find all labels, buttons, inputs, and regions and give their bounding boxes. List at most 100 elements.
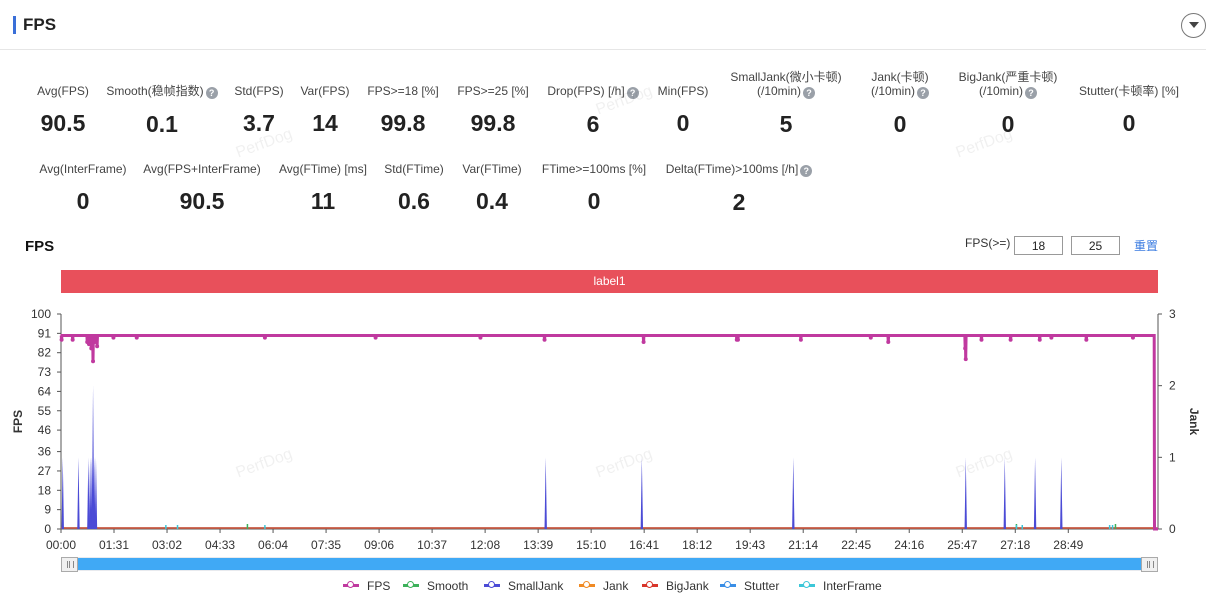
stat-stats_row1-2: Std(FPS) 3.7 [169,84,349,137]
y-tick-label: 46 [38,423,52,437]
x-tick-label: 28:49 [1053,538,1083,552]
stat-label: Stutter(卡顿率) [%] [1078,84,1179,98]
stat-stats_row2-6: Delta(FTime)>100ms [/h]? 2 [649,162,829,216]
fps-series-line [59,334,1158,531]
stat-stats_row1-1: Smooth(稳帧指数)? 0.1 [72,84,252,138]
chart-title: FPS [25,238,55,255]
slider-left-handle[interactable] [61,557,78,572]
chart-legend: FPS Smooth SmallJank Jank BigJank Stutter Inte… [0,579,1218,595]
help-icon[interactable]: ? [803,87,815,99]
fps-threshold-1-input[interactable] [1014,236,1063,255]
fps-dip-point [963,357,968,362]
fps-dip-point [95,344,100,349]
legend-label: SmallJank [508,579,564,593]
slider-right-handle[interactable] [1141,557,1158,572]
stat-stats_row2-3: Std(FTime) 0.6 [324,162,504,215]
time-range-slider[interactable] [61,557,1158,572]
fps-chart[interactable]: 0 9 18 27 36 46 55 64 73 82 91 100 0 1 2 3 00:00 01:31 03:… [0,300,1218,555]
reset-link[interactable]: 重置 [1134,239,1159,253]
y-tick-label: 64 [38,384,52,398]
y2-tick-label: 0 [1169,522,1176,536]
stat-stats_row2-5: FTime>=100ms [%] 0 [504,162,684,215]
x-tick-label: 09:06 [364,538,394,552]
smalljank-spike [77,457,80,529]
fps-dip-point [1008,337,1013,342]
smalljank-spike [640,457,644,529]
stat-value: 11 [310,188,336,214]
legend-item-jank[interactable]: Jank [579,579,628,593]
legend-marker-icon [484,581,500,589]
header-accent-bar [13,16,16,34]
stat-value: 0 [587,188,601,214]
help-icon[interactable]: ? [917,87,929,99]
x-tick-label: 21:14 [788,538,818,552]
x-tick-label: 27:18 [1000,538,1030,552]
legend-item-interframe[interactable]: InterFrame [799,579,882,593]
smalljank-spike [94,457,98,529]
y-tick-label: 100 [31,307,51,321]
help-icon[interactable]: ? [626,87,639,99]
y-tick-label: 36 [38,445,52,459]
fps-threshold-label: FPS(>=) [965,236,1011,250]
collapse-button[interactable] [1181,13,1206,38]
legend-item-smooth[interactable]: Smooth [403,579,468,593]
stat-label: Avg(InterFrame) [39,162,127,176]
y-tick-label: 91 [38,326,52,340]
y2-axis-title: Jank [1187,408,1201,436]
stat-stats_row1-9: Jank(卡顿) (/10min)? 0 [810,70,990,138]
stat-value: 99.8 [380,110,426,136]
help-icon[interactable]: ? [205,87,218,99]
stat-stats_row2-2: Avg(FTime) [ms] 11 [233,162,413,215]
stat-value: 0 [76,188,90,214]
smalljank-spike [87,457,90,529]
stat-label-line2: (/10min)? [810,84,990,99]
x-tick-label: 00:00 [46,538,76,552]
stat-value: 14 [312,110,338,136]
stat-stats_row2-4: Var(FTime) 0.4 [402,162,582,215]
legend-label: BigJank [666,579,709,593]
legend-item-smalljank[interactable]: SmallJank [484,579,563,593]
segment-label-bar[interactable]: label1 [61,270,1158,293]
stat-label: Smooth(稳帧指数)? [72,84,252,99]
fps-dip-point [798,337,803,342]
x-tick-label: 07:35 [311,538,341,552]
fps-dip-point [478,335,483,340]
smalljank-spike [1060,457,1063,529]
fps-dip-point [86,342,91,347]
fps-dip-point [111,335,116,340]
stat-label: FPS>=18 [%] [367,84,439,98]
y-tick-label: 0 [44,522,51,536]
legend-item-stutter[interactable]: Stutter [720,579,779,593]
stat-label: Std(FTime) [384,162,444,176]
legend-label: Stutter [744,579,780,593]
stat-stats_row1-0: Avg(FPS) 90.5 [0,84,153,137]
fps-dip-point [134,335,139,340]
fps-dip-point [735,337,740,342]
slider-range-fill[interactable] [71,558,1148,570]
fps-dip-point [92,339,97,344]
legend-item-fps[interactable]: FPS [343,579,390,593]
x-tick-label: 06:04 [258,538,288,552]
fps-dip-point [262,335,267,340]
stat-value: 6 [586,111,600,137]
stat-value: 0 [676,110,690,136]
help-icon[interactable]: ? [800,165,813,177]
legend-marker-icon [403,581,419,589]
legend-item-bigjank[interactable]: BigJank [642,579,709,593]
smalljank-spike [964,457,967,529]
x-tick-label: 24:16 [894,538,924,552]
stat-value: 2 [732,189,746,215]
y-tick-label: 9 [44,503,51,517]
legend-label: Jank [603,579,629,593]
fps-threshold-2-input[interactable] [1071,236,1120,255]
fps-dip-point [1130,335,1135,340]
stat-label: Var(FPS) [300,84,350,98]
stat-label-line2: (/10min)? [918,84,1098,99]
help-icon[interactable]: ? [1025,87,1037,99]
y-tick-label: 55 [38,404,52,418]
legend-label: InterFrame [823,579,882,593]
stat-stats_row1-11: Stutter(卡顿率) [%] 0 [1039,84,1218,137]
stat-label: BigJank(严重卡顿) [958,70,1058,84]
x-tick-label: 15:10 [576,538,606,552]
stat-value: 90.5 [179,188,225,214]
